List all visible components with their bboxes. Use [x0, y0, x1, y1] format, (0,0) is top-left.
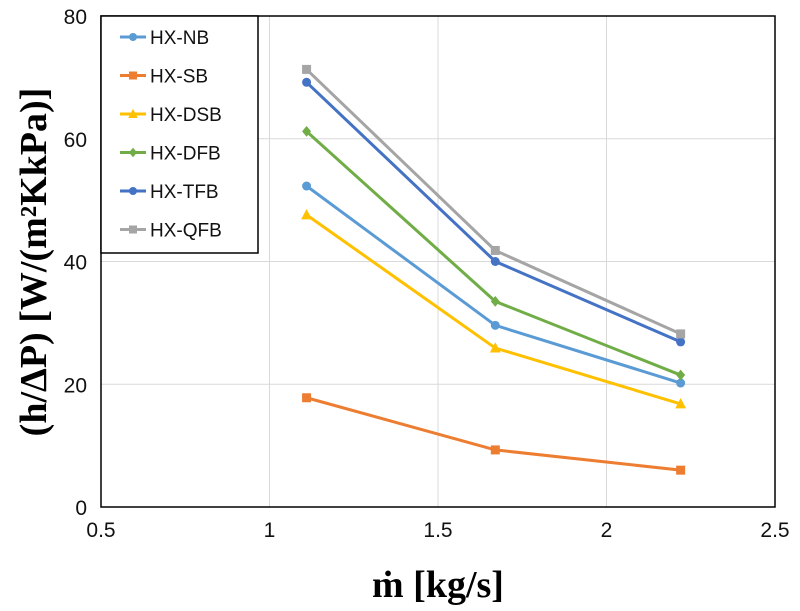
legend-item: HX-NB	[120, 28, 209, 49]
legend-marker	[129, 147, 137, 158]
data-point	[675, 398, 687, 409]
y-tick-label: 0	[75, 497, 87, 520]
legend-item: HX-DSB	[120, 105, 222, 126]
series-hx-tfb	[302, 77, 686, 347]
y-tick-label: 80	[64, 6, 87, 29]
legend-box	[100, 15, 259, 254]
data-point	[490, 257, 500, 266]
series-hx-nb	[302, 181, 686, 388]
x-tick-label: 2	[601, 519, 613, 542]
legend-item: HX-SB	[120, 67, 208, 88]
data-point	[676, 378, 686, 388]
legend-marker	[129, 33, 137, 41]
series-line	[305, 68, 682, 336]
legend-marker	[128, 108, 138, 118]
legend-item: HX-TFB	[120, 182, 219, 203]
series-hx-sb	[302, 393, 686, 475]
y-axis-label: (h/ΔP) [W/(m²KkPa)]	[13, 88, 55, 437]
data-point	[302, 125, 312, 137]
data-point	[676, 329, 686, 339]
data-point	[302, 64, 312, 74]
y-tick-label: 20	[64, 374, 87, 397]
data-point	[490, 295, 500, 307]
plot-area-border	[100, 15, 776, 508]
data-point	[489, 342, 501, 353]
x-axis-label: ṁ [kg/s]	[372, 564, 504, 606]
legend-label: HX-SB	[150, 67, 208, 88]
legend-marker	[129, 225, 137, 234]
y-tick-label: 40	[64, 252, 87, 275]
legend-label: HX-DFB	[150, 144, 221, 165]
data-point	[490, 245, 500, 255]
data-point	[676, 337, 686, 347]
data-point	[302, 393, 312, 403]
data-point	[302, 77, 312, 87]
legend-marker	[129, 71, 137, 80]
legend-label: HX-TFB	[150, 182, 219, 203]
data-point	[490, 320, 500, 330]
legend-label: HX-QFB	[150, 221, 222, 242]
x-tick-label: 1.5	[423, 519, 452, 542]
x-tick-label: 1	[264, 519, 276, 542]
x-tick-label: 0.5	[86, 519, 115, 542]
legend-label: HX-NB	[150, 28, 209, 49]
series-line	[306, 396, 681, 472]
data-point	[490, 445, 500, 455]
series-hx-qfb	[302, 64, 686, 339]
data-point	[302, 181, 312, 191]
series-hx-dfb	[302, 125, 686, 381]
legend-marker	[129, 187, 137, 195]
x-tick-label: 2.5	[760, 519, 789, 542]
data-point	[676, 465, 686, 475]
legend-label: HX-DSB	[150, 105, 222, 126]
data-point	[301, 209, 312, 220]
legend-item: HX-QFB	[120, 221, 222, 242]
data-point	[676, 369, 686, 381]
tick-labels: 0.5 1 1.5 2 2.5 0 20 40 60 80	[64, 6, 790, 542]
legend-item: HX-DFB	[120, 144, 221, 165]
y-tick-label: 60	[64, 129, 87, 152]
legend: HX-NB HX-SB HX-DSB HX-DFB HX-TFB HX-QFB	[100, 15, 259, 254]
series-hx-dsb	[301, 209, 687, 409]
series-layer	[301, 64, 687, 475]
